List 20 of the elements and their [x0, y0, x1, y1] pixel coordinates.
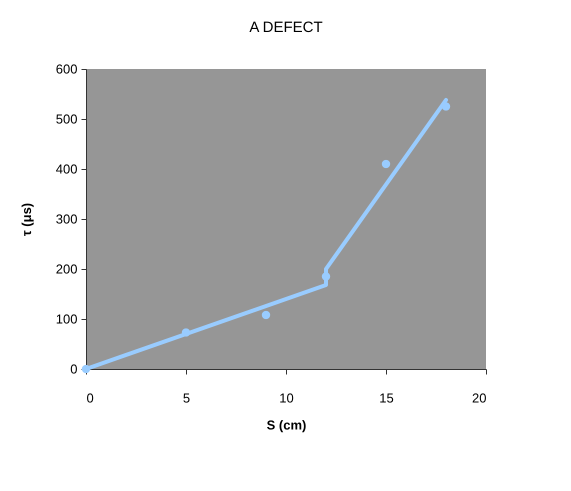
- y-tick-label: 500: [56, 112, 78, 126]
- point: [382, 160, 390, 168]
- point: [322, 272, 330, 281]
- point: [442, 102, 450, 111]
- point: [182, 328, 190, 337]
- y-tick-label: 200: [56, 262, 78, 276]
- x-tick-label: 5: [182, 390, 190, 406]
- x-tick-label: 20: [472, 390, 486, 406]
- x-axis-title: S (cm): [266, 418, 306, 432]
- y-tick-label: 600: [56, 62, 78, 76]
- y-tick-label: 0: [70, 362, 78, 376]
- chart-title: A DEFECT: [249, 19, 323, 36]
- point: [262, 310, 270, 320]
- x-tick-label: 10: [279, 390, 294, 406]
- y-axis-title: τ (μs): [18, 202, 34, 236]
- x-tick-label: 15: [379, 390, 394, 406]
- y-tick-label: 400: [56, 162, 78, 176]
- x-tick-label: 0: [86, 390, 94, 406]
- y-tick-label: 100: [56, 312, 78, 326]
- y-tick-label: 300: [56, 212, 78, 226]
